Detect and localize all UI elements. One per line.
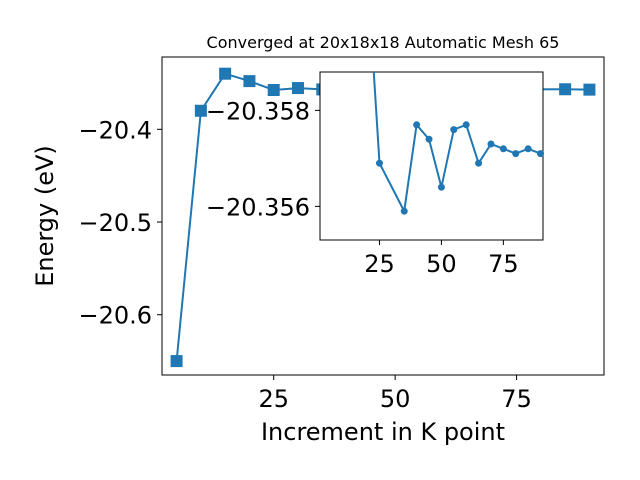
inset-data-point: [450, 126, 458, 134]
main-y-tick-label: −20.4: [78, 116, 152, 144]
inset-data-point: [524, 145, 532, 153]
inset-x-tick-label: 75: [488, 250, 519, 278]
inset-data-point: [475, 159, 483, 167]
main-x-tick-label: 75: [501, 385, 532, 413]
inset-data-point: [400, 207, 408, 215]
main-data-point: [170, 355, 183, 368]
main-x-tick-label: 25: [258, 385, 289, 413]
inset-data-point: [462, 121, 470, 129]
inset-plot-area: [319, 71, 544, 241]
chart-title: Converged at 20x18x18 Automatic Mesh 65: [207, 33, 560, 52]
main-axes: 25 50 75 −20.4 −20.5 −20.6: [78, 116, 531, 413]
main-y-tick-label: −20.6: [78, 302, 152, 330]
inset-data-point: [437, 183, 445, 191]
inset-data-point: [487, 140, 495, 148]
main-data-point: [194, 104, 207, 117]
main-data-point: [292, 82, 304, 95]
inset-data-point: [425, 135, 433, 143]
inset-x-tick-label: 50: [426, 250, 457, 278]
inset-data-point: [537, 150, 545, 158]
inset-data-point: [375, 159, 383, 167]
inset-data-point: [499, 145, 507, 153]
inset-y-tick-label: −20.358: [206, 97, 310, 125]
y-axis-label: Energy (eV): [31, 145, 59, 287]
main-data-point: [219, 67, 232, 80]
inset-axes: 25 50 75 −20.358 −20.356: [206, 97, 519, 278]
inset-series: [372, 72, 545, 215]
x-axis-label: Increment in K point: [261, 418, 505, 446]
inset-y-tick-label: −20.356: [206, 193, 310, 221]
main-y-tick-label: −20.5: [78, 209, 152, 237]
main-x-tick-label: 50: [380, 385, 411, 413]
main-data-point: [559, 83, 572, 96]
main-data-point: [267, 84, 280, 97]
inset-data-point: [413, 121, 421, 129]
inset-data-point: [512, 150, 520, 158]
main-data-point: [243, 75, 256, 88]
main-data-point: [583, 83, 596, 96]
inset-x-tick-label: 25: [364, 250, 395, 278]
